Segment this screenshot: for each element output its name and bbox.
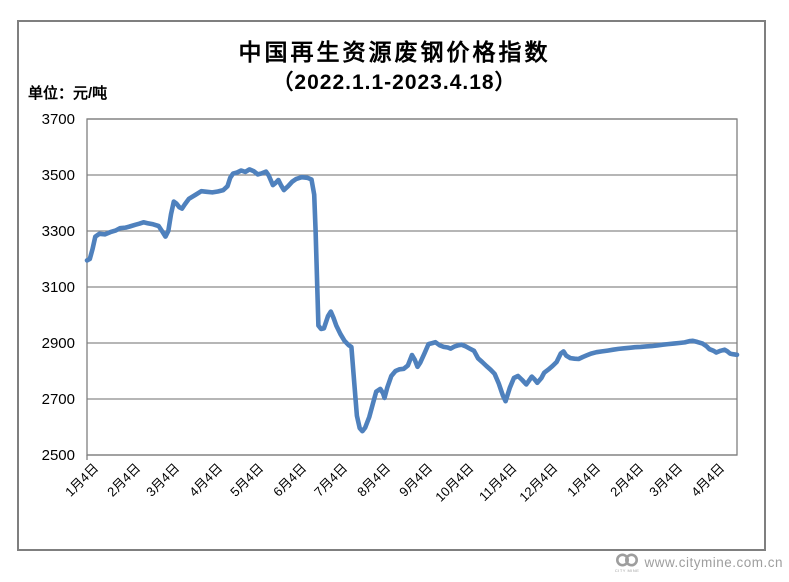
y-tick-label: 3100 (41, 278, 75, 296)
watermark-url: www.citymine.com.cn (644, 555, 783, 570)
y-tick-label: 3300 (41, 222, 75, 240)
x-tick-label: 8月4日 (353, 460, 393, 500)
x-tick-label: 3月4日 (645, 460, 685, 500)
x-tick-label: 12月4日 (516, 460, 561, 505)
chart-title: 中国再生资源废钢价格指数 (238, 39, 551, 65)
chart-subtitle: （2022.1.1-2023.4.18） (272, 71, 517, 94)
x-tick-label: 3月4日 (143, 460, 183, 500)
x-tick-label: 9月4日 (396, 460, 436, 500)
citymine-logo: CITY MINE (615, 553, 640, 573)
x-tick-label: 1月4日 (564, 460, 604, 500)
x-tick-label: 2月4日 (104, 460, 144, 500)
unit-label: 单位：元/吨 (28, 85, 108, 102)
y-axis-labels: 3700 3500 3300 3100 2900 2700 2500 (0, 0, 78, 582)
x-tick-label: 6月4日 (269, 460, 309, 500)
y-tick-label: 3700 (41, 110, 75, 128)
plot-border (86, 118, 738, 456)
x-tick-label: 1月4日 (61, 460, 102, 500)
y-tick-label: 3500 (41, 166, 75, 184)
citymine-logo-icon (616, 553, 639, 567)
citymine-logo-text: CITY MINE (614, 568, 640, 573)
x-tick-label: 10月4日 (432, 460, 477, 505)
x-tick-label: 5月4日 (227, 460, 267, 500)
y-tick-label: 2900 (41, 334, 75, 352)
y-tick-label: 2500 (41, 446, 75, 464)
watermark: CITY MINE www.citymine.com.cn (615, 553, 783, 573)
x-tick-label: 7月4日 (311, 460, 351, 500)
x-tick-label: 11月4日 (476, 460, 520, 504)
x-tick-label: 4月4日 (185, 460, 225, 500)
price-line-series (84, 167, 740, 434)
y-tick-label: 2700 (41, 390, 75, 408)
x-tick-label: 4月4日 (688, 460, 728, 500)
x-tick-label: 2月4日 (607, 460, 647, 500)
chart-frame (17, 20, 766, 551)
